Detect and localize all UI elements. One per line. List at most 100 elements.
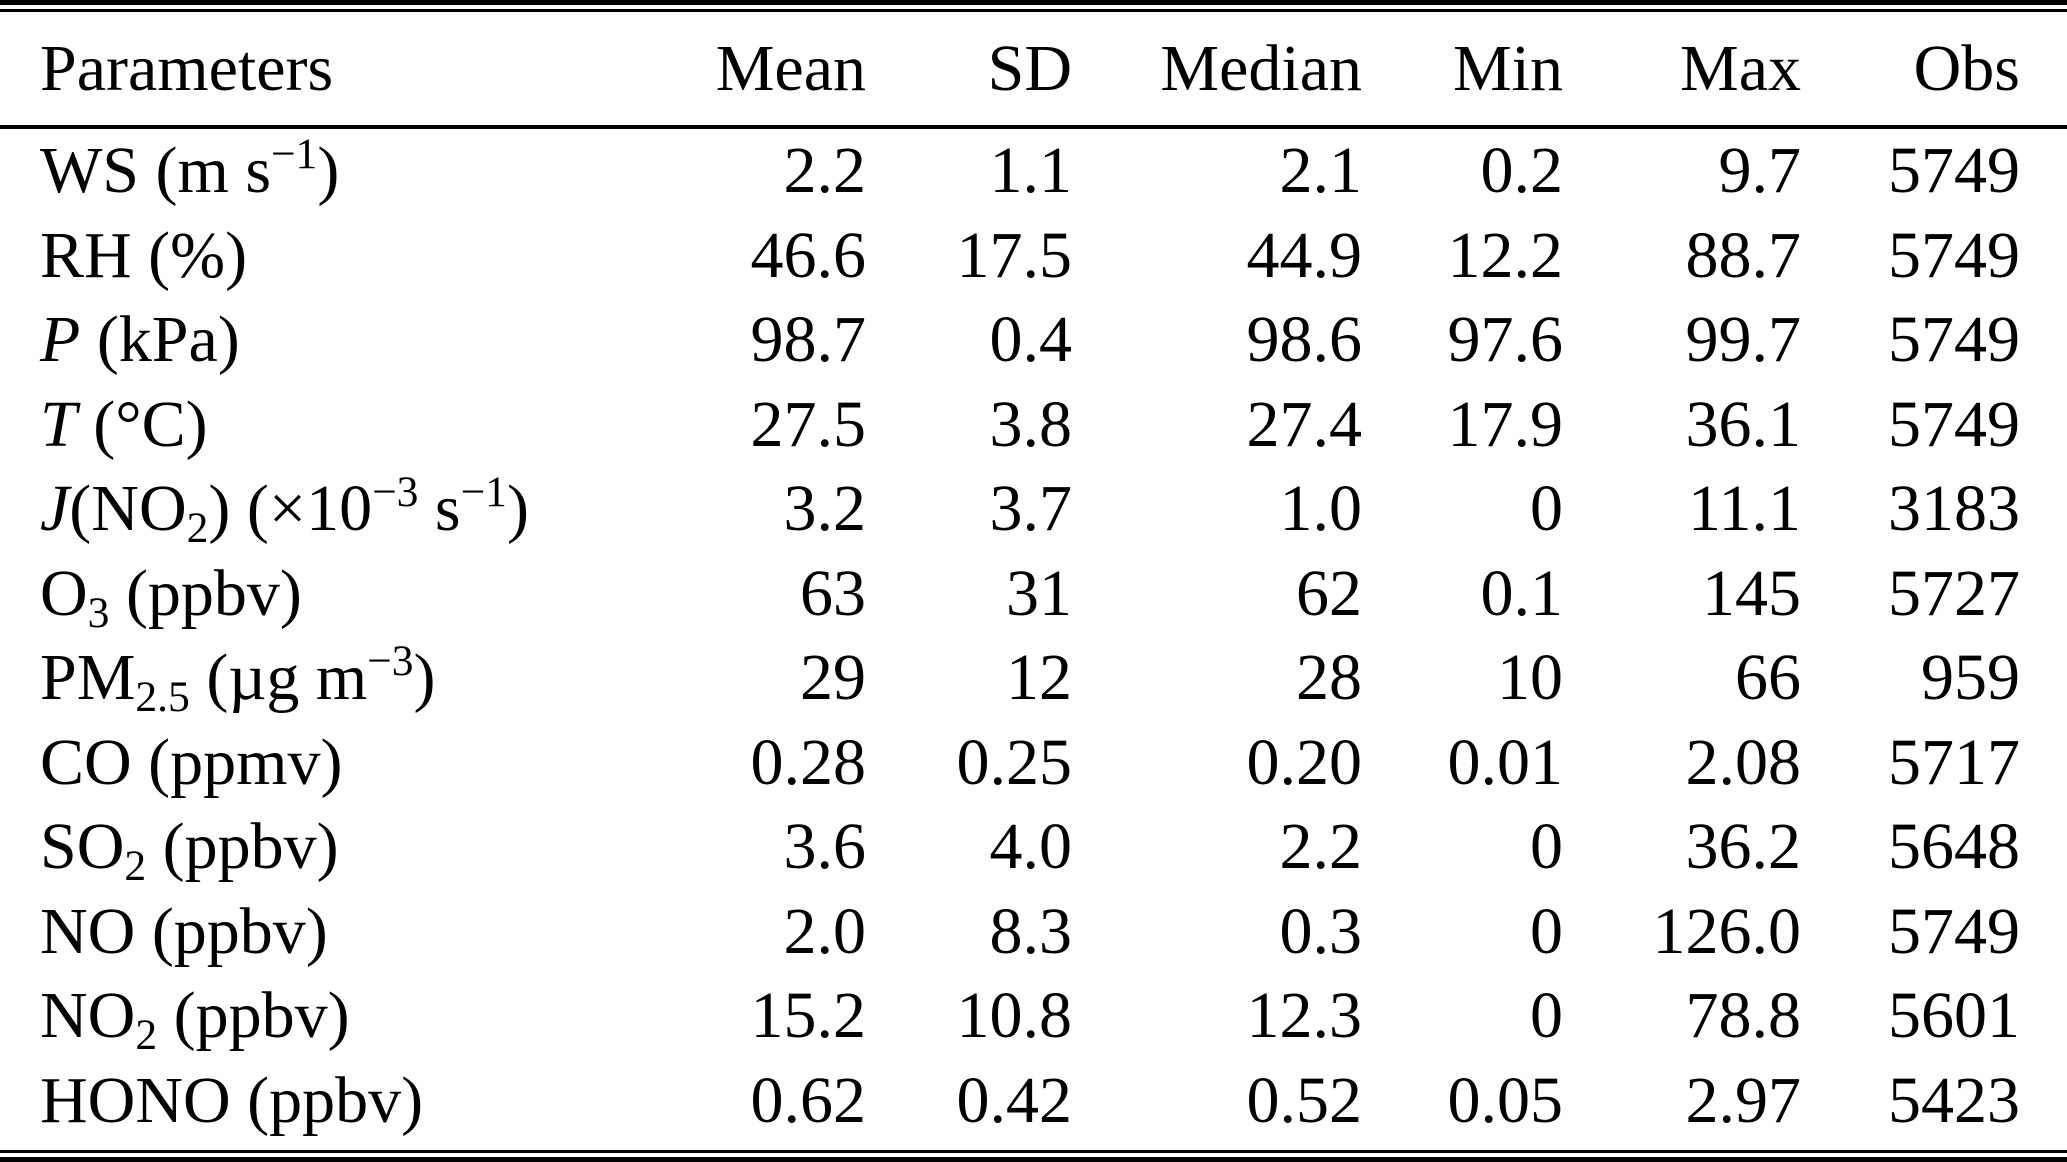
param-cell: CO (ppmv): [0, 721, 620, 806]
param-text-segment: (NO: [69, 472, 187, 546]
param-text-segment: s: [418, 472, 461, 546]
value-cell-min: 0.05: [1447, 1063, 1564, 1137]
value-cell-max: 66: [1735, 641, 1801, 715]
param-text-segment: NO (ppbv): [40, 894, 328, 968]
value-cell-mean: 3.6: [783, 810, 867, 884]
value-cell-median: 0.20: [1246, 725, 1363, 799]
param-text-segment: NO: [40, 979, 136, 1053]
value-cell-obs: 5749: [1888, 218, 2020, 292]
param-text-segment: 2: [186, 504, 209, 553]
value-cell-mean: 29: [800, 641, 866, 715]
param-text-segment: 3: [87, 588, 110, 637]
value-cell-min: 12.2: [1447, 218, 1564, 292]
param-text-segment: (ppbv): [146, 810, 339, 884]
param-text-segment: (°C): [76, 387, 208, 461]
value-cell-min: 0.2: [1480, 134, 1564, 208]
param-text-segment: ): [506, 472, 529, 546]
param-cell: T (°C): [0, 383, 620, 468]
param-cell: P (kPa): [0, 298, 620, 383]
param-text-segment: (ppbv): [109, 556, 302, 630]
value-cell-obs: 5423: [1888, 1063, 2020, 1137]
value-cell-mean: 98.7: [750, 303, 867, 377]
value-cell-sd: 1.1: [989, 134, 1073, 208]
value-cell-min: 0: [1530, 979, 1563, 1053]
param-text-segment: HONO (ppbv): [40, 1063, 424, 1137]
param-cell: NO2 (ppbv): [0, 974, 620, 1059]
column-header-obs: Obs: [1801, 12, 2067, 129]
value-cell-sd: 4.0: [989, 810, 1073, 884]
value-cell-max: 145: [1702, 556, 1801, 630]
value-cell-max: 99.7: [1685, 303, 1802, 377]
table-row: WS (m s−1) 2.2 1.1 2.1 0.2 9.7 5749: [0, 127, 2067, 214]
value-cell-min: 17.9: [1447, 387, 1564, 461]
value-cell-mean: 15.2: [750, 979, 867, 1053]
param-text-segment: −3: [367, 637, 414, 686]
table-row: NO2 (ppbv) 15.2 10.8 12.3 0 78.8 5601: [0, 974, 2067, 1059]
value-cell-min: 0.1: [1480, 556, 1564, 630]
param-text-segment: 2.5: [135, 673, 190, 722]
value-cell-mean: 63: [800, 556, 866, 630]
param-text-segment: (ppbv): [157, 979, 350, 1053]
value-cell-min: 0: [1530, 894, 1563, 968]
param-text-segment: J: [40, 472, 70, 546]
value-cell-obs: 3183: [1888, 472, 2020, 546]
value-cell-max: 36.2: [1685, 810, 1802, 884]
value-cell-sd: 8.3: [989, 894, 1073, 968]
value-cell-median: 27.4: [1246, 387, 1363, 461]
value-cell-mean: 27.5: [750, 387, 867, 461]
param-cell: HONO (ppbv): [0, 1059, 620, 1144]
value-cell-min: 0: [1530, 810, 1563, 884]
value-cell-median: 2.1: [1279, 134, 1363, 208]
value-cell-sd: 12: [1006, 641, 1072, 715]
value-cell-sd: 0.4: [989, 303, 1073, 377]
value-cell-median: 1.0: [1279, 472, 1363, 546]
param-cell: SO2 (ppbv): [0, 805, 620, 890]
column-header-mean: Mean: [620, 12, 866, 129]
value-cell-sd: 0.42: [956, 1063, 1073, 1137]
value-cell-min: 0.01: [1447, 725, 1564, 799]
table-row: NO (ppbv) 2.0 8.3 0.3 0 126.0 5749: [0, 890, 2067, 975]
value-cell-median: 62: [1296, 556, 1362, 630]
value-cell-mean: 2.2: [783, 134, 867, 208]
value-cell-median: 44.9: [1246, 218, 1363, 292]
param-text-segment: 2: [135, 1011, 158, 1060]
param-text-segment: (kPa): [80, 303, 240, 377]
param-text-segment: O: [40, 556, 88, 630]
value-cell-max: 88.7: [1685, 218, 1802, 292]
param-text-segment: P: [40, 303, 81, 377]
value-cell-median: 12.3: [1246, 979, 1363, 1053]
top-rule-light: [0, 9, 2067, 12]
column-header-min: Min: [1362, 12, 1563, 129]
param-text-segment: 2: [124, 842, 147, 891]
value-cell-sd: 31: [1006, 556, 1072, 630]
value-cell-median: 98.6: [1246, 303, 1363, 377]
value-cell-sd: 3.7: [989, 472, 1073, 546]
value-cell-max: 126.0: [1652, 894, 1802, 968]
param-text-segment: CO (ppmv): [40, 725, 343, 799]
param-text-segment: −3: [372, 468, 419, 517]
bottom-rule-heavy: [0, 1157, 2067, 1162]
table-row: SO2 (ppbv) 3.6 4.0 2.2 0 36.2 5648: [0, 805, 2067, 890]
value-cell-obs: 5749: [1888, 894, 2020, 968]
value-cell-median: 2.2: [1279, 810, 1363, 884]
param-cell: PM2.5 (µg m−3): [0, 636, 620, 721]
table-row: T (°C) 27.5 3.8 27.4 17.9 36.1 5749: [0, 383, 2067, 468]
value-cell-median: 0.3: [1279, 894, 1363, 968]
table-row: PM2.5 (µg m−3) 29 12 28 10 66 959: [0, 636, 2067, 721]
value-cell-max: 11.1: [1687, 472, 1801, 546]
value-cell-min: 0: [1530, 472, 1563, 546]
stats-table: Parameters Mean SD Median Min Max Obs WS (m s−…: [0, 12, 2067, 1143]
value-cell-min: 10: [1497, 641, 1563, 715]
column-header-param: Parameters: [0, 12, 620, 129]
value-cell-mean: 0.62: [750, 1063, 867, 1137]
value-cell-min: 97.6: [1447, 303, 1564, 377]
bottom-rules: [0, 1150, 2067, 1162]
value-cell-mean: 46.6: [750, 218, 867, 292]
value-cell-max: 2.97: [1685, 1063, 1802, 1137]
value-cell-mean: 3.2: [783, 472, 867, 546]
table-body: WS (m s−1) 2.2 1.1 2.1 0.2 9.7 5749 RH (%) 46.6 1…: [0, 127, 2067, 1143]
value-cell-obs: 5749: [1888, 303, 2020, 377]
value-cell-sd: 10.8: [956, 979, 1073, 1053]
param-cell: RH (%): [0, 214, 620, 299]
